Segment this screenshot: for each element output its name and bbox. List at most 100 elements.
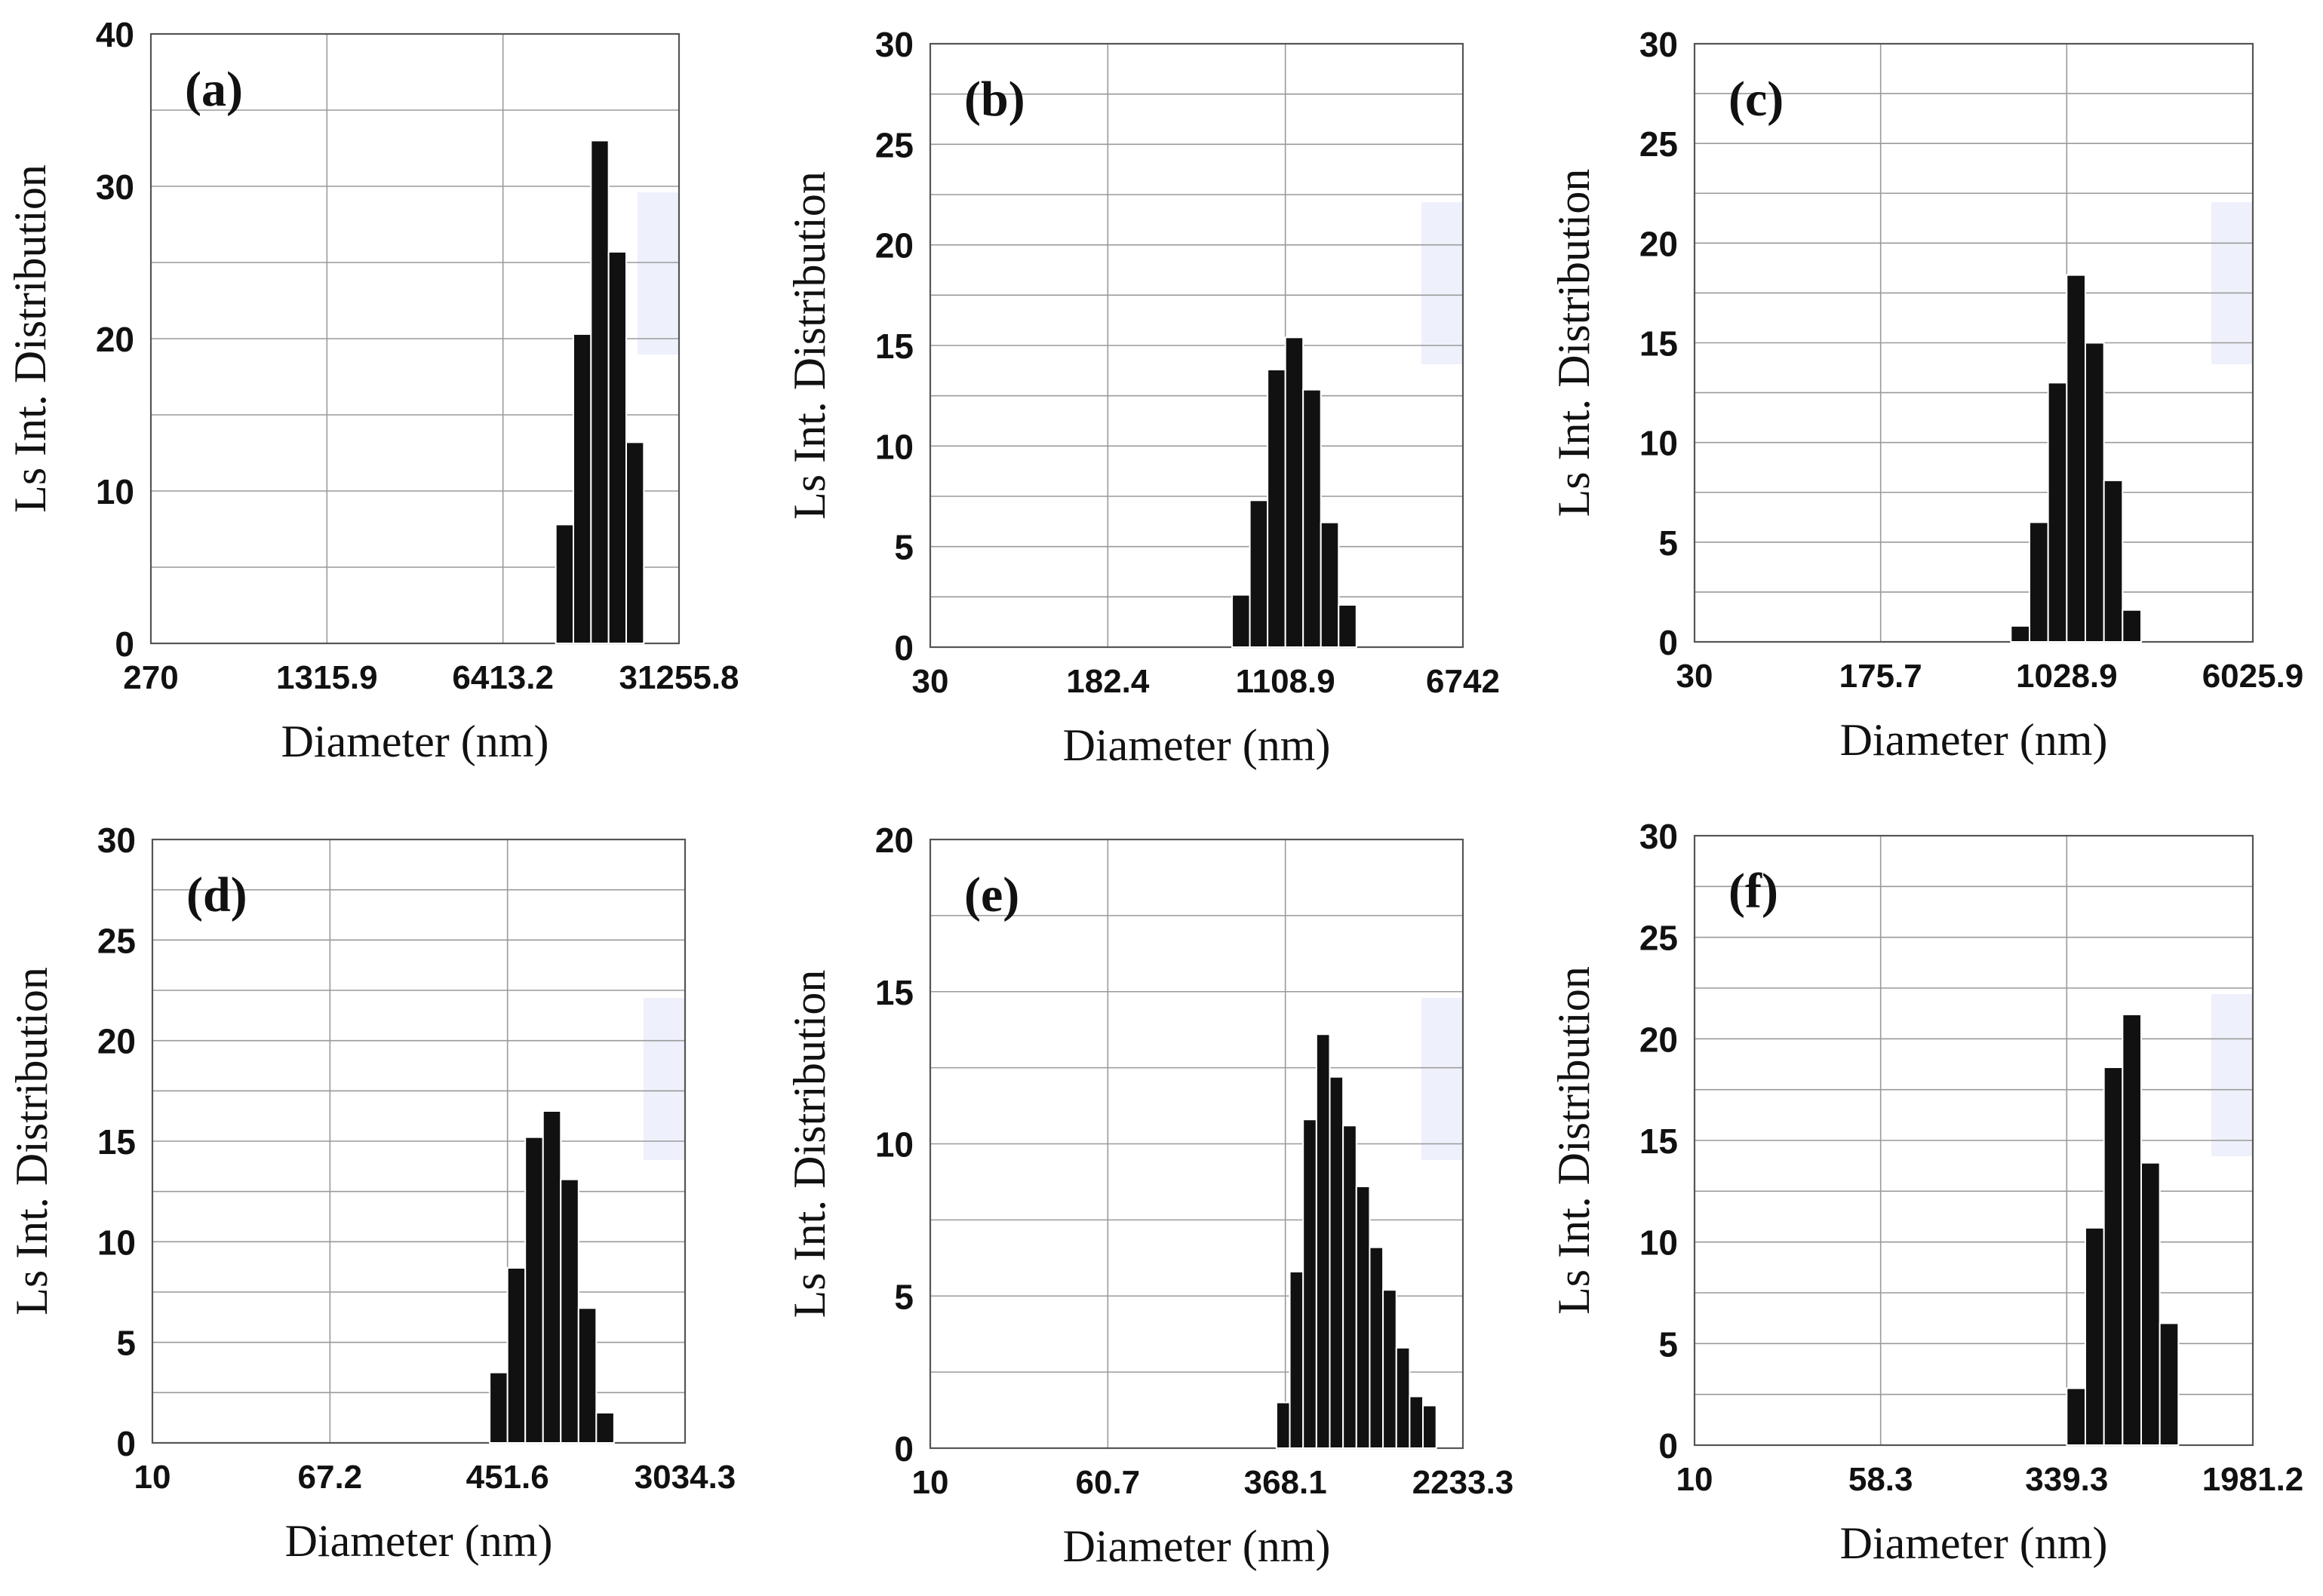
x-tick-label: 339.3 xyxy=(2025,1461,2108,1498)
plot-frame xyxy=(929,838,1464,1450)
bar xyxy=(577,1307,598,1444)
y-tick-label: 25 xyxy=(1639,124,1678,164)
bar xyxy=(595,1412,615,1444)
y-tick-label: 10 xyxy=(97,1223,136,1262)
x-tick-label: 6025.9 xyxy=(2202,658,2304,695)
x-tick-label: 60.7 xyxy=(1076,1464,1141,1501)
bar xyxy=(1302,388,1322,649)
bar xyxy=(2085,1226,2105,1447)
bar xyxy=(1409,1395,1424,1450)
bar xyxy=(1422,1404,1437,1450)
x-tick-label: 270 xyxy=(123,659,178,696)
x-tick-label: 10 xyxy=(912,1464,949,1501)
bar xyxy=(506,1267,527,1444)
x-axis-label: Diameter (nm) xyxy=(285,1516,553,1566)
y-tick-label: 0 xyxy=(116,1424,136,1463)
panel-label: (e) xyxy=(964,867,1019,922)
bar xyxy=(489,1371,509,1444)
bar xyxy=(1342,1125,1357,1450)
label-strip xyxy=(1421,202,1463,364)
bar xyxy=(2140,1162,2161,1447)
x-tick-label: 31255.8 xyxy=(619,659,739,696)
panel-label: (a) xyxy=(185,62,243,117)
y-tick-label: 10 xyxy=(1639,424,1678,463)
y-tick-label: 0 xyxy=(1658,1426,1678,1466)
bar xyxy=(560,1178,579,1444)
bar xyxy=(590,140,610,644)
bar xyxy=(1267,369,1286,648)
bar xyxy=(2066,274,2086,643)
y-axis-label: Ls Int. Distribution xyxy=(1549,966,1599,1315)
y-tick-label: 0 xyxy=(894,628,914,668)
x-axis-label: Diameter (nm) xyxy=(1063,720,1331,770)
bar xyxy=(1395,1346,1411,1449)
label-strip xyxy=(644,998,685,1160)
x-tick-label: 30 xyxy=(912,663,949,700)
x-tick-label: 182.4 xyxy=(1066,663,1150,700)
x-tick-label: 67.2 xyxy=(298,1459,363,1496)
bar xyxy=(2047,382,2068,643)
bar xyxy=(542,1110,562,1444)
bar xyxy=(573,333,592,644)
panel-label: (b) xyxy=(964,72,1025,127)
x-tick-label: 58.3 xyxy=(1848,1461,1913,1498)
y-tick-label: 25 xyxy=(875,125,914,164)
y-tick-label: 20 xyxy=(1639,1020,1678,1059)
y-tick-label: 15 xyxy=(1639,324,1678,364)
bar xyxy=(2103,479,2124,643)
label-strip xyxy=(1421,998,1463,1160)
bar xyxy=(607,250,628,644)
y-tick-label: 10 xyxy=(96,472,134,511)
y-tick-label: 20 xyxy=(875,821,914,860)
y-tick-label: 5 xyxy=(894,1277,914,1316)
y-tick-label: 20 xyxy=(97,1022,136,1061)
chart-panel-c: 0 5 10 15 20 25 30 30 175.7 1028.9 6025.9 Diameter … xyxy=(1549,25,2303,765)
y-tick-label: 30 xyxy=(875,25,914,64)
plot-frame xyxy=(151,838,687,1444)
y-tick-label: 20 xyxy=(875,226,914,265)
y-tick-label: 15 xyxy=(875,973,914,1012)
y-tick-label: 15 xyxy=(97,1122,136,1162)
bar xyxy=(2103,1067,2124,1447)
x-tick-label: 1315.9 xyxy=(276,659,378,696)
x-axis-label: Diameter (nm) xyxy=(1840,715,2108,765)
bar xyxy=(1369,1246,1384,1449)
x-tick-label: 6413.2 xyxy=(452,659,554,696)
y-tick-label: 25 xyxy=(97,921,136,960)
x-tick-label: 451.6 xyxy=(466,1459,549,1496)
bar xyxy=(1302,1119,1317,1449)
x-axis-label: Diameter (nm) xyxy=(281,717,549,766)
x-tick-label: 1028.9 xyxy=(2016,658,2118,695)
panel-label: (d) xyxy=(186,867,247,922)
bar xyxy=(1284,336,1304,648)
chart-panel-f: 0 5 10 15 20 25 30 10 58.3 339.3 1981.2 Diameter (n… xyxy=(1549,817,2303,1568)
bar xyxy=(1382,1289,1397,1450)
y-tick-label: 10 xyxy=(875,427,914,466)
bar xyxy=(1329,1076,1344,1449)
bar xyxy=(1355,1185,1371,1449)
x-tick-label: 2233.3 xyxy=(1412,1464,1514,1501)
panel-label: (f) xyxy=(1728,864,1778,919)
bar xyxy=(1249,499,1269,648)
y-tick-label: 30 xyxy=(1639,25,1678,64)
x-tick-label: 175.7 xyxy=(1839,658,1922,695)
y-tick-label: 25 xyxy=(1639,919,1678,958)
bar xyxy=(1289,1270,1304,1449)
y-tick-label: 5 xyxy=(1658,523,1678,563)
bar xyxy=(1231,594,1251,649)
x-tick-label: 368.1 xyxy=(1244,1464,1327,1501)
y-tick-label: 5 xyxy=(1658,1324,1678,1364)
y-tick-label: 30 xyxy=(1639,817,1678,856)
y-tick-label: 0 xyxy=(115,625,134,664)
y-axis-label: Ls Int. Distribution xyxy=(7,967,57,1315)
label-strip xyxy=(2211,202,2253,364)
bar xyxy=(2122,1014,2142,1446)
y-axis-label: Ls Int. Distribution xyxy=(1549,169,1599,517)
y-axis-label: Ls Int. Distribution xyxy=(5,164,55,513)
bar xyxy=(2010,625,2030,643)
bar xyxy=(2029,521,2049,643)
bar xyxy=(2066,1387,2086,1446)
y-tick-label: 20 xyxy=(1639,224,1678,263)
chart-panel-d: 0 5 10 15 20 25 30 10 67.2 451.6 3034.3 Diameter (n… xyxy=(7,821,736,1566)
